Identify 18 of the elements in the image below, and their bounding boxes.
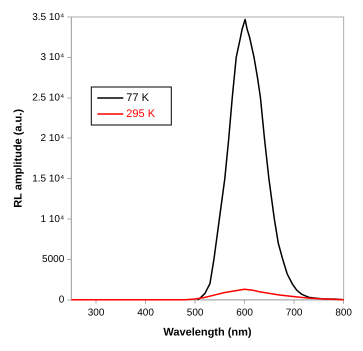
y-axis-title: RL amplitude (a.u.) [12,108,25,208]
x-tick-label: 600 [236,308,254,319]
x-tick-label: 700 [286,308,303,319]
x-tick-label: 500 [186,308,204,319]
x-axis-title: Wavelength (nm) [163,326,252,338]
y-tick-label: 3.5 10⁴ [32,12,64,23]
x-tick-label: 400 [137,308,154,319]
y-tick-label: 5000 [42,254,65,266]
y-tick-label: 2 10⁴ [40,132,64,144]
y-tick-label: 1.5 10⁴ [32,173,64,184]
y-tick-label: 1 10⁴ [40,214,64,225]
x-tick-label: 300 [88,308,105,319]
y-tick-label: 2.5 10⁴ [32,92,64,104]
x-tick-label: 800 [335,308,352,319]
legend-label: 77 K [126,92,150,104]
y-tick-label: 3 10⁴ [40,52,64,64]
legend-label: 295 K [126,108,156,120]
y-tick-label: 0 [58,294,65,306]
